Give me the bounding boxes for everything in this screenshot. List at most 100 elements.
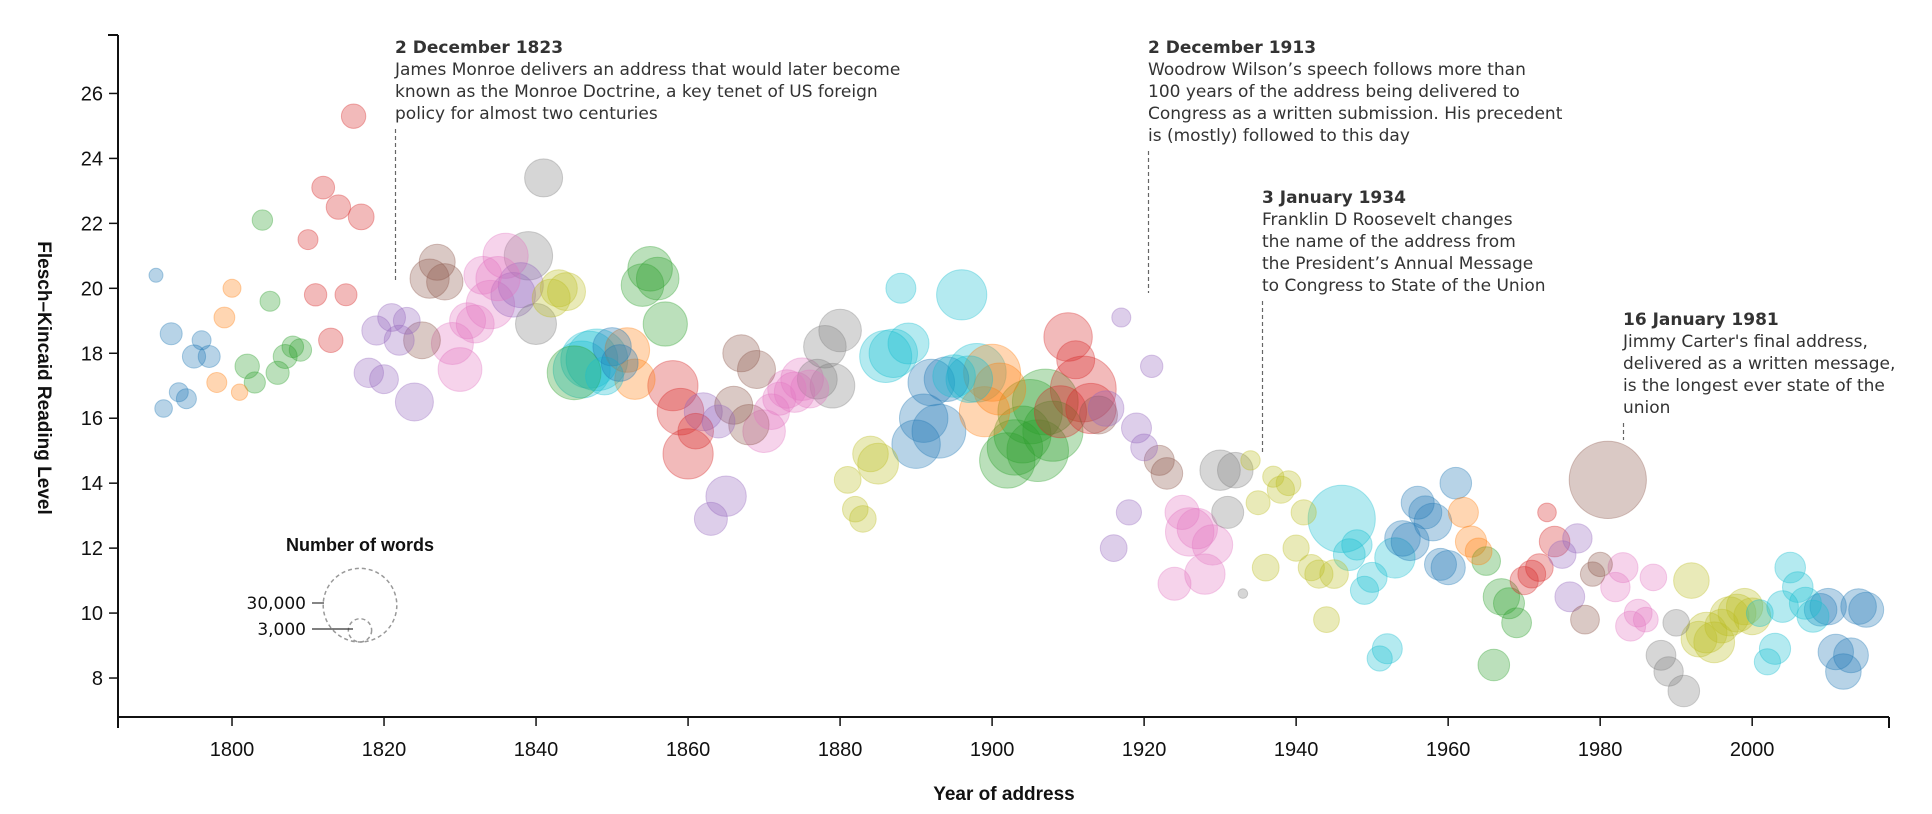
bubble-1809 <box>288 338 313 362</box>
bubble-1936 <box>1251 553 1280 582</box>
bubble-1908 <box>1022 400 1084 462</box>
bubble-1844 <box>547 272 586 312</box>
bubble-1939 <box>1275 470 1302 497</box>
bubble-1876 <box>790 369 830 409</box>
bubble-1808 <box>281 335 305 359</box>
bubble-1864 <box>701 404 736 439</box>
bubble-1879 <box>809 362 856 409</box>
bubble-1832 <box>455 304 495 344</box>
bubble-2001 <box>1745 599 1774 627</box>
bubble-1961 <box>1439 466 1473 500</box>
bubble-1927 <box>1176 507 1219 550</box>
bubble-1943 <box>1304 559 1334 589</box>
annotation-line: the name of the address from <box>1262 232 1516 252</box>
bubble-1995 <box>1693 621 1736 664</box>
bubble-1949 <box>1349 575 1380 605</box>
bubble-1907 <box>1011 368 1079 436</box>
bubble-1918 <box>1115 499 1143 526</box>
bubble-1845 <box>546 345 602 401</box>
size-legend-circle-1 <box>322 567 398 643</box>
bubble-1997 <box>1709 596 1750 637</box>
x-tick-label-1900: 1900 <box>970 739 1015 761</box>
bubble-1819 <box>361 315 392 346</box>
bubble-1953 <box>1374 537 1416 579</box>
bubble-1905 <box>997 379 1063 445</box>
bubble-1892 <box>907 358 956 407</box>
bubble-1835 <box>475 256 521 302</box>
bubble-1837 <box>490 272 537 318</box>
annotation-line: to Congress to State of the Union <box>1262 276 1546 296</box>
bubble-1989 <box>1653 656 1684 687</box>
bubble-1855 <box>627 245 673 292</box>
x-tick-label-1980: 1980 <box>1578 739 1623 761</box>
bubble-1946 <box>1307 484 1376 554</box>
annotation-line: James Monroe delivers an address that wo… <box>394 60 900 80</box>
bubble-2012 <box>1825 653 1862 690</box>
bubble-1978 <box>1570 604 1600 635</box>
bubble-1891 <box>899 393 949 443</box>
annotation-line: known as the Monroe Doctrine, a key tene… <box>395 82 878 102</box>
bubble-1820 <box>369 364 399 395</box>
bubble-1996 <box>1704 608 1740 644</box>
bubble-1930 <box>1199 449 1241 491</box>
size-legend: Number of words 30,000 3,000 <box>247 535 434 643</box>
bubble-1966 <box>1477 648 1511 682</box>
bubble-1806 <box>265 360 290 385</box>
bubble-1977 <box>1562 523 1593 554</box>
bubble-1955 <box>1390 522 1430 562</box>
bubble-1992 <box>1673 562 1710 599</box>
y-tick-label-26: 26 <box>81 83 103 105</box>
bubble-1867 <box>722 334 761 373</box>
bubble-1910 <box>1043 312 1093 362</box>
bubble-2002 <box>1753 648 1782 676</box>
x-tick-label-1940: 1940 <box>1274 739 1319 761</box>
bubble-1822 <box>383 324 415 356</box>
bubble-1895 <box>932 354 976 398</box>
y-axis-title: Flesch–Kincaid Reading Level <box>33 241 54 514</box>
bubble-1900 <box>963 343 1022 402</box>
bubble-2014 <box>1840 588 1877 625</box>
bubble-1897 <box>945 355 994 404</box>
bubble-1916 <box>1099 534 1128 562</box>
bubble-1877 <box>796 358 838 400</box>
y-tick-label-14: 14 <box>81 473 103 495</box>
annotation-line: is (mostly) followed to this day <box>1148 126 1410 146</box>
bubble-1872 <box>762 381 797 416</box>
y-tick-label-22: 22 <box>81 213 103 235</box>
size-legend-label-1: 30,000 <box>247 594 306 614</box>
bubble-1998 <box>1717 593 1757 633</box>
bubble-1798 <box>206 372 228 393</box>
bubble-1869 <box>737 350 776 389</box>
bubble-1988 <box>1645 639 1677 671</box>
bubble-1830 <box>437 347 483 392</box>
annotation-date: 3 January 1934 <box>1262 188 1406 208</box>
x-tick-label-1820: 1820 <box>362 739 407 761</box>
bubble-1926 <box>1165 507 1215 557</box>
bubble-1821 <box>377 303 407 332</box>
bubble-1981 <box>1568 440 1647 519</box>
x-tick-label-1880: 1880 <box>818 739 863 761</box>
bubble-1873 <box>767 369 807 409</box>
bubble-1856 <box>635 256 680 301</box>
bubble-1933 <box>1237 588 1249 599</box>
bubble-1802 <box>234 353 260 379</box>
bubble-1792 <box>159 322 183 346</box>
bubble-1885 <box>857 442 899 485</box>
bubble-1853 <box>614 358 656 400</box>
bubble-1928 <box>1184 553 1226 595</box>
y-tick-label-24: 24 <box>81 148 103 170</box>
bubble-1958 <box>1413 502 1453 542</box>
bubble-1842 <box>531 278 571 318</box>
bubble-1794 <box>175 388 197 410</box>
annotation-line: policy for almost two centuries <box>395 104 658 124</box>
bubble-1942 <box>1297 554 1325 582</box>
bubble-1886 <box>859 330 913 383</box>
bubble-1924 <box>1157 566 1192 601</box>
bubble-1919 <box>1121 412 1152 444</box>
bubble-1921 <box>1140 354 1164 378</box>
bubble-1857 <box>642 301 688 347</box>
bubble-1860 <box>662 428 714 480</box>
